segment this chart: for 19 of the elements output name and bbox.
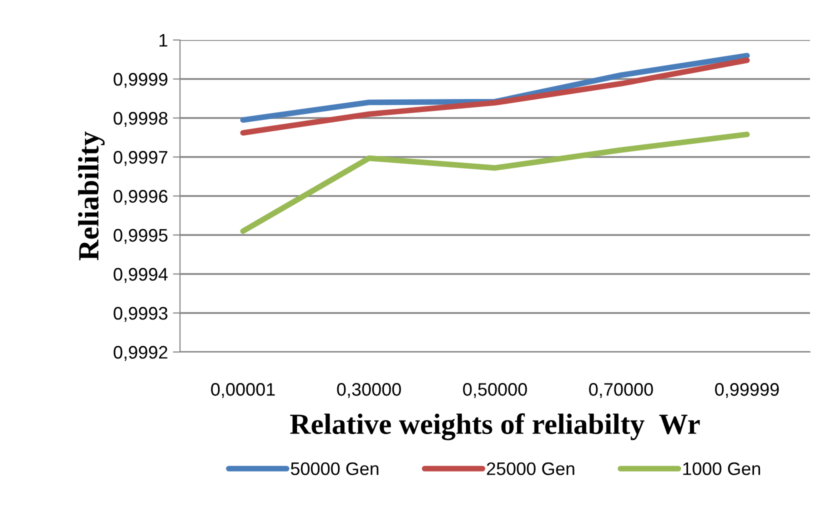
y-tick-label: 0,9993 [114,306,168,322]
x-axis-title: Relative weights of reliabilty Wr [290,413,700,440]
y-tick-label: 0,9997 [114,150,168,166]
y-tick-label: 0,9995 [114,228,168,244]
legend-label: 1000 Gen [683,462,760,476]
y-axis-title: Reliability [78,131,105,260]
y-tick-label: 0,9994 [114,268,168,283]
legend-label: 25000 Gen [486,462,574,476]
x-tick-label: 0,00001 [211,383,275,398]
x-tick-label: 0,99999 [715,383,779,398]
x-tick-label: 0,70000 [589,383,653,398]
y-tick-label: 0,9998 [114,112,168,127]
y-tick-label: 0,9996 [114,190,168,205]
y-tick-label: 1 [160,34,168,47]
legend-label: 50000 Gen [290,462,378,476]
x-tick-label: 0,30000 [337,383,401,398]
x-tick-label: 0,50000 [463,383,527,398]
y-tick-label: 0,9999 [114,72,168,88]
y-tick-label: 0,9992 [114,346,168,361]
